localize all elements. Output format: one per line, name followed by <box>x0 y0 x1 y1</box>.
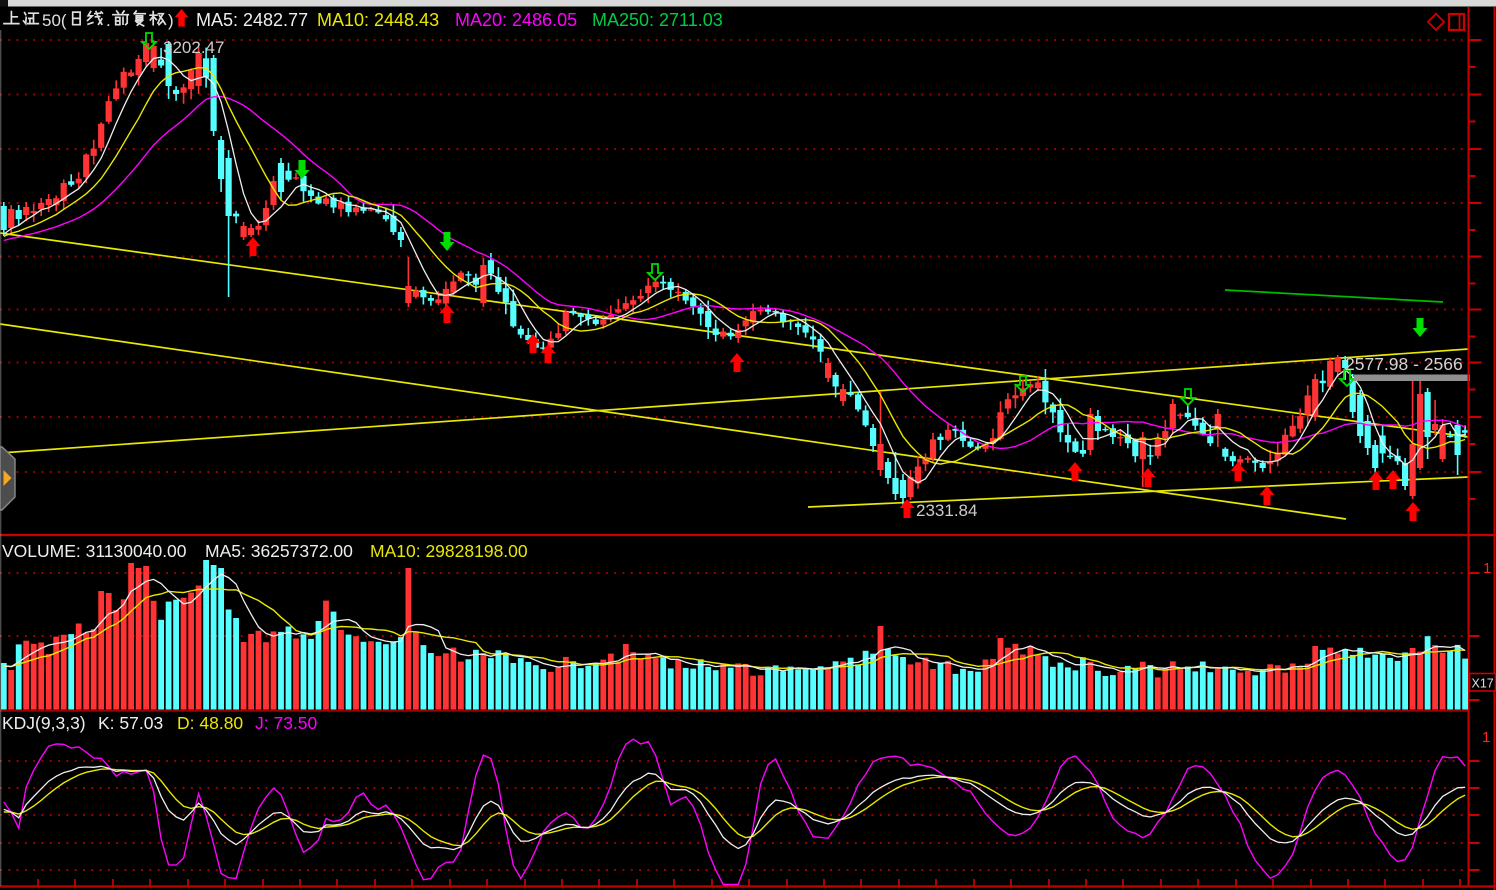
svg-text:MA10: 2448.43: MA10: 2448.43 <box>317 10 439 30</box>
svg-text:1: 1 <box>1483 560 1491 577</box>
svg-text:MA250: 2711.03: MA250: 2711.03 <box>592 10 723 30</box>
svg-text:MA10: 29828198.00: MA10: 29828198.00 <box>370 541 528 561</box>
svg-text:MA20: 2486.05: MA20: 2486.05 <box>455 10 577 30</box>
svg-text:VOLUME: 31130040.00: VOLUME: 31130040.00 <box>2 541 187 561</box>
svg-text:X17: X17 <box>1472 677 1494 691</box>
svg-text:KDJ(9,3,3): KDJ(9,3,3) <box>2 713 86 733</box>
svg-text:MA5: 2482.77: MA5: 2482.77 <box>196 10 308 30</box>
svg-text:J: 73.50: J: 73.50 <box>255 713 318 733</box>
svg-text:K: 57.03: K: 57.03 <box>98 713 163 733</box>
svg-text:D: 48.80: D: 48.80 <box>177 713 243 733</box>
svg-text:2331.84: 2331.84 <box>916 501 977 520</box>
svg-text:1: 1 <box>1482 729 1490 746</box>
svg-text:3202.47: 3202.47 <box>163 38 224 57</box>
svg-text:): ) <box>168 11 174 30</box>
svg-text:50(: 50( <box>42 11 67 30</box>
svg-text:MA5: 36257372.00: MA5: 36257372.00 <box>205 541 353 561</box>
svg-text:2577.98 - 2566: 2577.98 - 2566 <box>1345 354 1463 374</box>
svg-text:.: . <box>106 11 111 30</box>
